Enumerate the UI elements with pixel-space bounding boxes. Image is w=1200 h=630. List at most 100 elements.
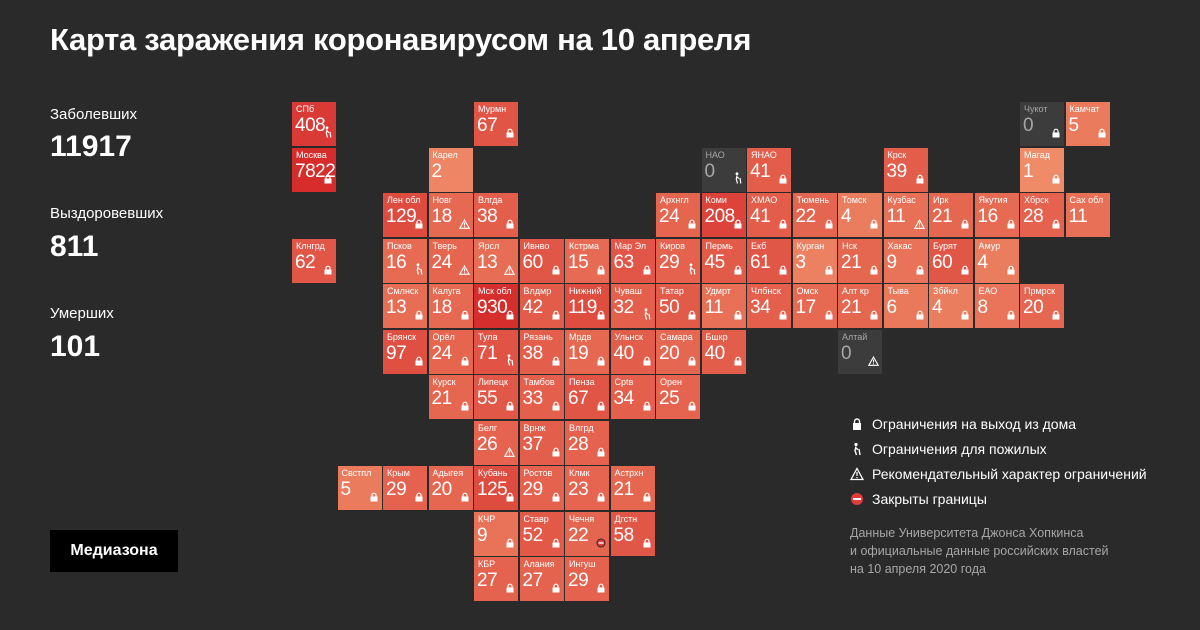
region-tile[interactable]: Липецк 55 <box>474 375 518 419</box>
region-case-count: 125 <box>477 479 508 500</box>
region-tile[interactable]: Удмрт 11 <box>701 284 746 328</box>
region-tile[interactable]: Крск 39 <box>883 147 928 192</box>
region-tile[interactable]: Смлнск 13 <box>383 284 427 328</box>
region-tile[interactable]: Члбнск 34 <box>747 284 791 328</box>
region-tile[interactable]: Архнгл 24 <box>656 193 700 237</box>
region-tile[interactable]: Бшкр 40 <box>701 329 746 374</box>
region-tile[interactable]: Мар Эл 63 <box>610 238 655 283</box>
region-tile[interactable]: Курган 3 <box>792 238 837 283</box>
region-tile[interactable]: Рязань 38 <box>519 329 564 374</box>
region-tile[interactable]: Тамбов 33 <box>519 375 564 419</box>
region-tile[interactable]: Кубань 125 <box>474 466 518 510</box>
region-tile[interactable]: Нск 21 <box>838 238 882 283</box>
region-tile[interactable]: Прмрск 20 <box>1020 284 1064 328</box>
region-tile[interactable]: Самара 20 <box>656 329 700 374</box>
region-tile[interactable]: Орен 25 <box>656 375 700 419</box>
region-tile[interactable]: Екб 61 <box>747 238 791 283</box>
region-tile[interactable]: Чечня 22 <box>565 511 609 556</box>
region-tile[interactable]: Адыгея 20 <box>428 466 473 510</box>
region-tile[interactable]: Карел 2 <box>428 147 473 192</box>
lock-icon <box>551 444 561 462</box>
region-tile[interactable]: Алания 27 <box>519 557 564 601</box>
region-tile[interactable]: НАО 0 <box>701 147 746 192</box>
region-tile[interactable]: Мрдв 19 <box>565 329 609 374</box>
region-tile[interactable]: Нижний 119 <box>565 284 609 328</box>
region-tile[interactable]: Тверь 24 <box>428 238 473 283</box>
region-tile[interactable]: Тюмень 22 <box>792 193 837 237</box>
region-tile[interactable]: Пермь 45 <box>701 238 746 283</box>
region-tile[interactable]: Мск обл 930 <box>474 284 518 328</box>
region-name: КБР <box>478 559 496 569</box>
region-tile[interactable]: Курск 21 <box>428 375 473 419</box>
region-tile[interactable]: Коми 208 <box>701 193 746 237</box>
region-tile[interactable]: Ульнск 40 <box>610 329 655 374</box>
region-tile[interactable]: Магад 1 <box>1020 147 1064 192</box>
region-tile[interactable]: Чуваш 32 <box>610 284 655 328</box>
region-tile[interactable]: ЯНАО 41 <box>747 147 791 192</box>
region-tile[interactable]: Тула 71 <box>474 329 518 374</box>
region-tile[interactable]: ХМАО 41 <box>747 193 791 237</box>
region-tile[interactable]: КЧР 9 <box>474 511 518 556</box>
region-case-count: 13 <box>386 297 407 318</box>
region-tile[interactable]: Калуга 18 <box>428 284 473 328</box>
region-tile[interactable]: Ставр 52 <box>519 511 564 556</box>
region-tile[interactable]: Влгда 38 <box>474 193 518 237</box>
region-tile[interactable]: Тыва 6 <box>883 284 928 328</box>
region-tile[interactable]: Якутия 16 <box>974 193 1019 237</box>
region-tile[interactable]: СПб 408 <box>292 102 336 146</box>
region-tile[interactable]: Дгстн 58 <box>610 511 655 556</box>
region-tile[interactable]: Хбрск 28 <box>1020 193 1064 237</box>
region-tile[interactable]: Ярсл 13 <box>474 238 518 283</box>
region-tile[interactable]: Астрхн 21 <box>610 466 655 510</box>
region-tile[interactable]: КБР 27 <box>474 557 518 601</box>
region-tile[interactable]: Томск 4 <box>838 193 882 237</box>
region-case-count: 11 <box>704 297 724 318</box>
lock-icon <box>1051 125 1061 143</box>
region-tile[interactable]: Киров 29 <box>656 238 700 283</box>
region-tile[interactable]: Псков 16 <box>383 238 427 283</box>
region-name: Лен обл <box>387 195 421 205</box>
lock-icon <box>960 307 970 325</box>
mediazona-logo[interactable]: Медиазона <box>50 530 178 572</box>
region-tile[interactable]: Збйкл 4 <box>929 284 973 328</box>
region-tile[interactable]: Срtв 34 <box>610 375 655 419</box>
region-tile[interactable]: Влдмр 42 <box>519 284 564 328</box>
region-tile[interactable]: Омск 17 <box>792 284 837 328</box>
region-name: Тюмень <box>796 195 830 205</box>
region-tile[interactable]: Клнгрд 62 <box>292 238 336 283</box>
region-tile[interactable]: Татар 50 <box>656 284 700 328</box>
region-tile[interactable]: Крым 29 <box>383 466 427 510</box>
region-tile[interactable]: Хакас 9 <box>883 238 928 283</box>
region-tile[interactable]: Новг 18 <box>428 193 473 237</box>
region-tile[interactable]: Свстпл 5 <box>337 466 382 510</box>
region-name: Ростов <box>523 468 553 478</box>
region-tile[interactable]: Лен обл 129 <box>383 193 427 237</box>
region-tile[interactable]: Ингуш 29 <box>565 557 609 601</box>
region-tile[interactable]: Мурмн 67 <box>474 102 518 146</box>
region-case-count: 20 <box>1023 297 1044 318</box>
region-tile[interactable]: Кстрма 15 <box>565 238 609 283</box>
region-tile[interactable]: ЕАО 8 <box>974 284 1019 328</box>
region-tile[interactable]: Москва 7822 <box>292 147 336 192</box>
region-tile[interactable]: Орёл 24 <box>428 329 473 374</box>
region-tile[interactable]: Клмк 23 <box>565 466 609 510</box>
region-tile[interactable]: Бурят 60 <box>929 238 973 283</box>
region-tile[interactable]: Амур 4 <box>974 238 1019 283</box>
region-tile[interactable]: Врнж 37 <box>519 420 564 465</box>
region-tile[interactable]: Чукот 0 <box>1020 102 1064 146</box>
region-tile[interactable]: Ростов 29 <box>519 466 564 510</box>
region-tile[interactable]: Кузбас 11 <box>883 193 928 237</box>
region-tile[interactable]: Алт кр 21 <box>838 284 882 328</box>
region-tile[interactable]: Ирк 21 <box>929 193 973 237</box>
region-name: Ивнво <box>523 240 550 251</box>
region-tile[interactable]: Камчат 5 <box>1065 102 1110 146</box>
region-tile[interactable]: Пенза 67 <box>565 375 609 419</box>
region-tile[interactable]: Влгрд 28 <box>565 420 609 465</box>
region-tile[interactable]: Белг 26 <box>474 420 518 465</box>
region-case-count: 60 <box>932 251 953 273</box>
region-tile[interactable]: Алтай 0 <box>838 329 882 374</box>
region-tile[interactable]: Сах обл 11 <box>1065 193 1110 237</box>
region-tile[interactable]: Брянск 97 <box>383 329 427 374</box>
region-tile[interactable]: Ивнво 60 <box>519 238 564 283</box>
region-case-count: 58 <box>613 524 635 546</box>
